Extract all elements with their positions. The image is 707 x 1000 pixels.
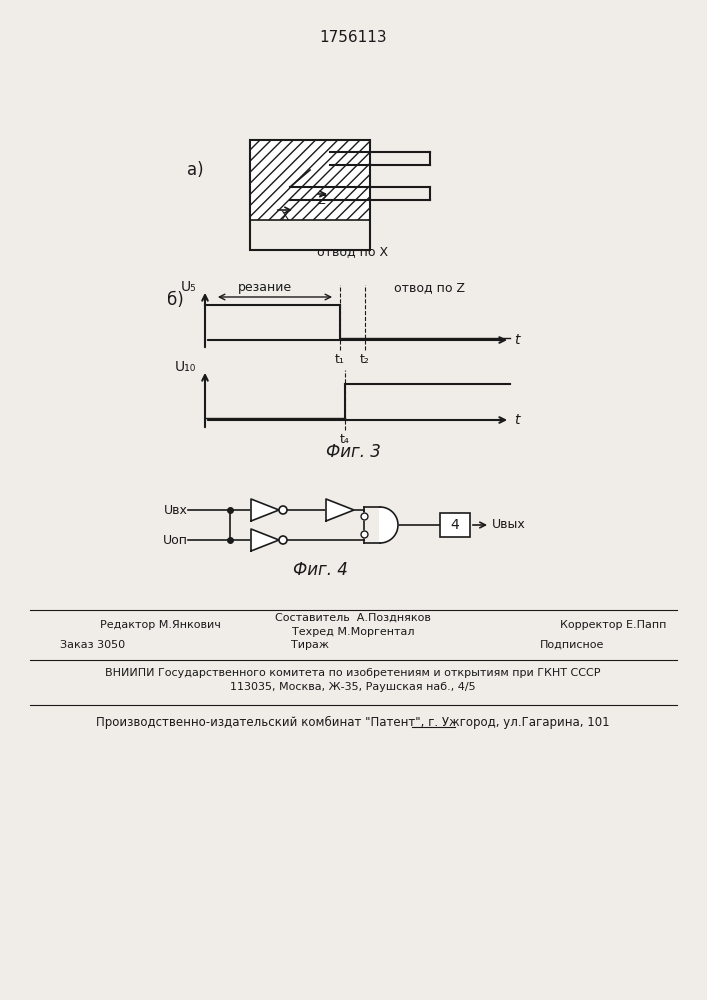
Text: Uвх: Uвх xyxy=(164,504,188,516)
Text: резание: резание xyxy=(238,281,292,294)
Text: Z: Z xyxy=(317,194,327,207)
Text: Uвых: Uвых xyxy=(492,518,526,532)
Text: U₁₀: U₁₀ xyxy=(175,360,196,374)
Text: Составитель  А.Поздняков: Составитель А.Поздняков xyxy=(275,613,431,623)
Text: 113035, Москва, Ж-35, Раушская наб., 4/5: 113035, Москва, Ж-35, Раушская наб., 4/5 xyxy=(230,682,476,692)
Polygon shape xyxy=(251,529,279,551)
Polygon shape xyxy=(380,507,398,543)
Text: Фиг. 3: Фиг. 3 xyxy=(325,443,380,461)
Text: Uоп: Uоп xyxy=(163,534,188,546)
Circle shape xyxy=(279,536,287,544)
Text: а): а) xyxy=(187,161,204,179)
Polygon shape xyxy=(326,499,354,521)
Text: t₄: t₄ xyxy=(340,433,350,446)
Circle shape xyxy=(279,506,287,514)
Text: отвод по X: отвод по X xyxy=(317,245,389,258)
Bar xyxy=(250,140,370,220)
Text: Редактор М.Янкович: Редактор М.Янкович xyxy=(100,620,221,630)
Bar xyxy=(440,513,470,537)
Text: t: t xyxy=(514,413,520,427)
Text: б): б) xyxy=(167,291,183,309)
Text: Тираж: Тираж xyxy=(291,640,329,650)
Text: отвод по Z: отвод по Z xyxy=(395,281,465,294)
Text: 4: 4 xyxy=(450,518,460,532)
Text: Заказ 3050: Заказ 3050 xyxy=(60,640,125,650)
Text: ВНИИПИ Государственного комитета по изобретениям и открытиям при ГКНТ СССР: ВНИИПИ Государственного комитета по изоб… xyxy=(105,668,601,678)
Text: Корректор Е.Папп: Корректор Е.Папп xyxy=(560,620,667,630)
Text: X: X xyxy=(281,210,289,223)
Text: Производственно-издательский комбинат "Патент", г. Ужгород, ул.Гагарина, 101: Производственно-издательский комбинат "П… xyxy=(96,715,610,729)
Bar xyxy=(250,140,370,250)
Text: Техред М.Моргентал: Техред М.Моргентал xyxy=(292,627,414,637)
Text: Подписное: Подписное xyxy=(540,640,604,650)
Text: U₅: U₅ xyxy=(180,280,196,294)
Polygon shape xyxy=(251,499,279,521)
Text: t₂: t₂ xyxy=(360,353,370,366)
Text: Фиг. 4: Фиг. 4 xyxy=(293,561,347,579)
Text: t: t xyxy=(514,333,520,347)
Text: 1756113: 1756113 xyxy=(319,30,387,45)
Text: t₁: t₁ xyxy=(335,353,345,366)
